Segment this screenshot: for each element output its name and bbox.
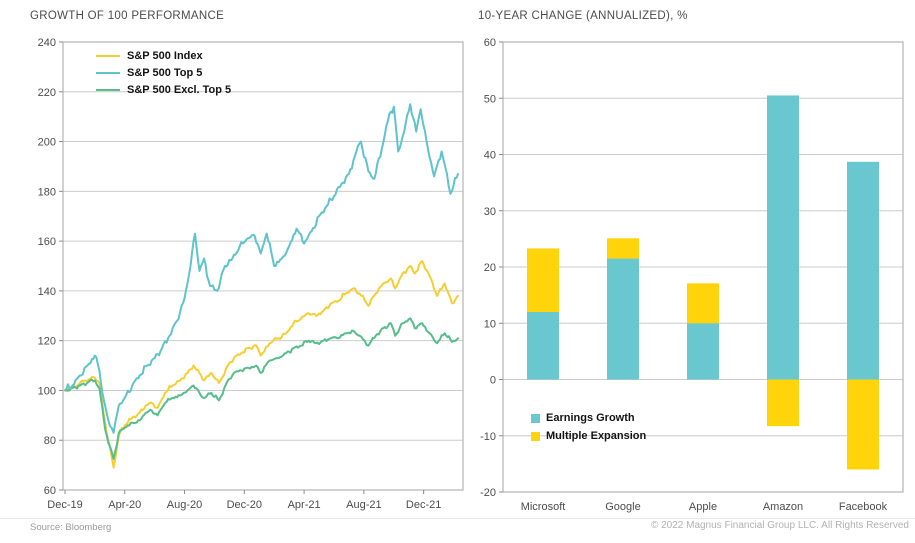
x-tick-label: Apr-21 [288,499,321,511]
y-tick-label: 80 [44,435,56,447]
left-chart-title: GROWTH OF 100 PERFORMANCE [30,10,225,22]
category-label: Amazon [763,501,803,513]
copyright-note: © 2022 Magnus Financial Group LLC. All R… [650,520,909,531]
x-tick-label: Dec-19 [47,499,82,511]
bar-group-amazon [767,95,799,427]
legend-label: Multiple Expansion [546,430,647,442]
y-tick-label: 220 [38,87,56,99]
legend-label: S&P 500 Index [127,50,203,62]
legend-item: Earnings Growth [531,412,646,424]
source-note: Source: Bloomberg [30,522,112,533]
y-tick-label: 180 [38,186,56,198]
multiple-expansion-segment [847,379,879,470]
y-tick-label: 140 [38,286,56,298]
y-tick-label: 60 [44,485,56,497]
y-tick-label: 10 [484,318,496,330]
multiple-expansion-segment [687,283,719,324]
legend-line-swatch [96,88,120,92]
line-chart-legend: S&P 500 Index S&P 500 Top 5 S&P 500 Excl. … [96,50,231,96]
earnings-growth-segment [767,95,799,380]
line-series-s-p-500-excl-top-5 [64,317,459,460]
y-tick-label: 30 [484,206,496,218]
y-tick-label: 160 [38,236,56,248]
x-tick-label: Dec-21 [406,499,441,511]
plot-border [62,41,464,491]
x-tick-label: Aug-20 [167,499,202,511]
earnings-growth-segment [527,312,559,380]
category-label: Google [605,501,640,513]
y-axis: -20 -10 0 10 20 30 40 50 60 [480,37,503,499]
bar-group-facebook [847,161,879,470]
x-axis: Dec-19 Apr-20 Aug-20 Dec-20 Apr-21 Aug-21 Dec-… [47,490,441,511]
earnings-growth-segment [847,161,879,380]
y-tick-label: 0 [490,375,496,387]
x-axis: Microsoft Google Apple Amazon Facebook [521,501,888,513]
legend-label: S&P 500 Top 5 [127,67,203,79]
x-tick-label: Apr-20 [108,499,141,511]
y-axis: 60 80 100 120 140 160 180 200 220 240 [38,37,63,497]
bars [527,95,879,470]
y-tick-label: 20 [484,262,496,274]
multiple-expansion-segment [527,248,559,312]
line-series-s-p-500-top-5 [64,103,459,434]
earnings-growth-segment [607,258,639,380]
bar-chart-legend: Earnings Growth Multiple Expansion [531,412,646,442]
line-series-s-p-500-index [64,260,459,469]
legend-line-swatch [96,71,120,75]
multiple-expansion-segment [767,379,799,427]
category-label: Microsoft [521,501,566,513]
category-label: Apple [689,501,717,513]
footer-divider [0,518,915,519]
y-tick-label: 120 [38,336,56,348]
legend-label: Earnings Growth [546,412,635,424]
earnings-growth-segment [687,323,719,380]
legend-item: S&P 500 Index [96,50,231,62]
right-chart-title: 10-YEAR CHANGE (ANNUALIZED), % [478,10,688,22]
bar-group-google [607,238,639,380]
bar-group-apple [687,283,719,380]
x-tick-label: Aug-21 [346,499,381,511]
y-tick-label: -10 [480,431,496,443]
bar-group-microsoft [527,248,559,380]
x-tick-label: Dec-20 [227,499,262,511]
y-tick-label: -20 [480,487,496,499]
legend-line-swatch [96,54,120,58]
y-tick-label: 60 [484,37,496,49]
y-tick-label: 200 [38,137,56,149]
legend-item: S&P 500 Excl. Top 5 [96,84,231,96]
category-label: Facebook [839,501,888,513]
legend-label: S&P 500 Excl. Top 5 [127,84,232,96]
multiple-expansion-segment [607,238,639,259]
legend-item: S&P 500 Top 5 [96,67,231,79]
legend-item: Multiple Expansion [531,430,646,442]
y-tick-label: 240 [38,37,56,49]
y-tick-label: 100 [38,385,56,397]
legend-box-swatch [531,431,540,441]
y-tick-label: 50 [484,93,496,105]
gridlines [503,97,903,437]
legend-box-swatch [531,413,540,423]
y-tick-label: 40 [484,150,496,162]
